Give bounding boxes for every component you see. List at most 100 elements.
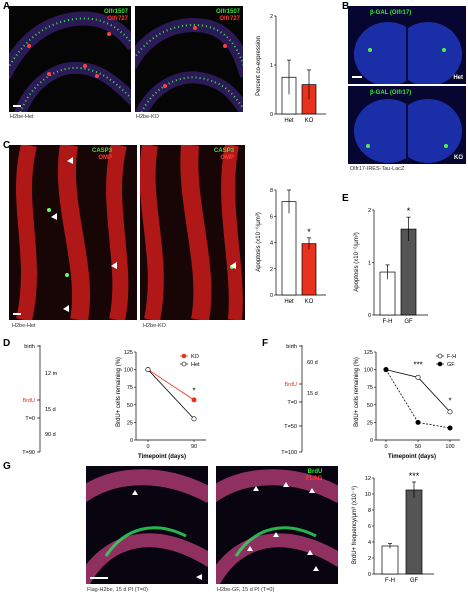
- stain-label-olfr1507-ko: Olfr1507: [215, 9, 240, 15]
- stain-label-casp3-ko: CASP3: [214, 148, 235, 154]
- x-tick-label: KO: [305, 299, 314, 305]
- data-point-GF: [447, 425, 453, 431]
- caption-g-right: H2be-GF, 15 d PI (T=0): [217, 587, 275, 593]
- data-point-F-H: [447, 409, 453, 415]
- caption-c-het: H2be-Het: [12, 323, 36, 329]
- timeline-label: birth: [286, 344, 297, 350]
- stain-label-olfr727: Olfr727: [107, 16, 128, 22]
- legend-marker: [437, 353, 443, 359]
- y-tick-label: 10: [365, 492, 371, 498]
- y-tick-label: 0: [370, 438, 373, 444]
- x-tick-label: KO: [305, 118, 314, 124]
- y-tick-label: 25: [127, 420, 133, 426]
- y-tick-label: 2: [270, 14, 273, 20]
- scale-bar: [13, 313, 21, 315]
- caption-a-het: H2be-Het: [10, 114, 34, 120]
- y-tick-label: 75: [127, 385, 133, 391]
- x-tick-label: 0: [146, 444, 149, 450]
- tissue-c-het: [16, 145, 129, 320]
- timeline-interval: 60 d: [307, 360, 318, 366]
- scale-bar: [352, 76, 362, 78]
- series-line-KO: [147, 369, 195, 401]
- data-point-F-H: [415, 374, 421, 380]
- legend-label: Het: [191, 362, 200, 368]
- x-tick-label: 0: [384, 444, 387, 450]
- stain-label-olfr727-ko: Olfr727: [219, 16, 240, 22]
- x-tick-label: GF: [404, 319, 413, 325]
- chart-c: Apoptosis (x10⁻⁶/μm³) 0 2 4 6 8 Het KO *: [255, 188, 326, 305]
- caption-g-left: Flag-H2be, 15 d PI (T=0): [87, 587, 148, 593]
- timeline-label: T=0: [287, 400, 297, 406]
- timeline-interval: 12 m: [45, 371, 58, 377]
- stain-label-casp3: CASP3: [92, 148, 113, 154]
- tag-ko: KO: [454, 155, 463, 161]
- ylabel-g: BrdU+ frequency/μm³ (x10⁻⁶): [351, 486, 358, 564]
- data-point-GF: [415, 419, 421, 425]
- significance-star: ***: [409, 471, 420, 481]
- significance-star: ***: [413, 360, 422, 369]
- y-tick-label: 6: [368, 524, 371, 530]
- legend-marker: [181, 361, 187, 367]
- y-tick-label: 0: [368, 313, 371, 319]
- tissue-c-ko: [140, 145, 243, 320]
- ylabel-a: Percent co-expression: [256, 36, 262, 96]
- x-tick-label: 90: [191, 444, 197, 450]
- timeline-label: T=100: [281, 450, 297, 456]
- y-tick-label: 0: [368, 572, 371, 578]
- caption-a-ko: H2be-KO: [136, 114, 159, 120]
- y-tick-label: 125: [124, 350, 133, 356]
- y-tick-label: 50: [367, 403, 373, 409]
- legend-label: GF: [447, 362, 455, 368]
- x-tick-label: 50: [415, 444, 421, 450]
- micrograph-b-het: β-GAL (Olfr17) Het: [348, 6, 466, 84]
- y-tick-label: 8: [368, 508, 371, 514]
- x-tick-label: GF: [410, 578, 419, 584]
- micrograph-a-ko: Olfr1507 Olfr727: [135, 6, 243, 112]
- brain-section-ko: [354, 99, 462, 163]
- caption-c-ko: H2be-KO: [143, 323, 166, 329]
- y-tick-label: 2: [368, 556, 371, 562]
- legend-marker: [437, 361, 443, 367]
- series-line-Het: [147, 369, 195, 420]
- timeline-label: BrdU: [22, 398, 35, 404]
- tissue-g-left: [86, 469, 208, 584]
- y-tick-label: 25: [367, 420, 373, 426]
- ylabel-c: Apoptosis (x10⁻⁶/μm³): [255, 212, 262, 271]
- panel-label-a: A: [3, 1, 11, 12]
- x-tick-label: Het: [284, 118, 294, 124]
- tissue-a-ko: [135, 18, 243, 112]
- ylabel-e: Apoptosis (x10⁻⁶/μm³): [353, 232, 360, 291]
- tissue-g-right: [216, 469, 338, 584]
- y-tick-label: 125: [364, 350, 373, 356]
- stain-label-flag: FLAG: [306, 476, 323, 482]
- micrograph-b-ko: β-GAL (Olfr17) KO: [348, 86, 466, 164]
- y-tick-label: 1: [270, 63, 273, 69]
- data-point-Het: [145, 367, 151, 373]
- y-tick-label: 0: [130, 438, 133, 444]
- micrograph-c-ko: [140, 145, 245, 320]
- micrograph-a-het: Olfr1507 Olfr727: [9, 6, 131, 112]
- significance-star: *: [407, 206, 411, 216]
- tag-het: Het: [453, 75, 463, 81]
- y-tick-label: 50: [127, 403, 133, 409]
- timeline-label: T=50: [284, 424, 297, 430]
- data-point-GF: [383, 367, 389, 373]
- chart-f: BrdU+ cells remaining (%) Timepoint (day…: [354, 350, 460, 460]
- timeline-interval: 15 d: [45, 407, 56, 413]
- timeline-d: birth 12 m BrdU 15 d T=0 90 d T=90: [22, 344, 58, 456]
- stain-label-bgal-ko: β-GAL (Olfr17): [370, 90, 412, 96]
- ylabel-d: BrdU+ cells remaining (%): [116, 357, 122, 427]
- panel-label-g: G: [3, 461, 11, 472]
- scale-bar: [13, 105, 21, 107]
- y-tick-label: 100: [124, 368, 133, 374]
- y-tick-label: 75: [367, 385, 373, 391]
- y-tick-label: 8: [270, 188, 273, 194]
- panel-label-e: E: [342, 193, 349, 204]
- panel-label-f: F: [262, 338, 269, 349]
- x-tick-label: F-H: [385, 578, 395, 584]
- timeline-interval: 15 d: [307, 391, 318, 397]
- timeline-label: birth: [24, 344, 35, 350]
- ylabel-f: BrdU+ cells remaining (%): [354, 357, 360, 427]
- legend-marker: [181, 353, 187, 359]
- tissue-a-het: [9, 11, 131, 112]
